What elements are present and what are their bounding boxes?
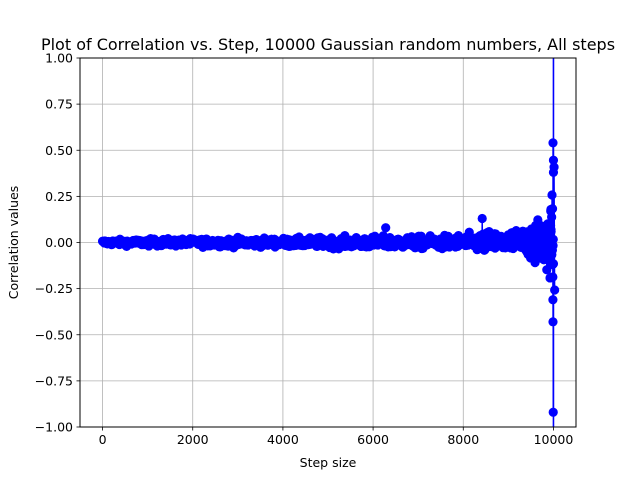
data-point bbox=[547, 204, 558, 214]
y-tick-label: 1.00 bbox=[45, 51, 73, 66]
data-series-clipped bbox=[97, 58, 560, 427]
y-tick-label: 0.25 bbox=[45, 189, 73, 204]
data-point bbox=[550, 285, 560, 295]
x-axis-label: Step size bbox=[300, 455, 357, 470]
y-tick-label: −1.00 bbox=[35, 420, 73, 435]
data-point bbox=[381, 223, 391, 233]
data-point bbox=[548, 138, 558, 148]
data-point bbox=[549, 162, 559, 172]
y-tick-label: 0.00 bbox=[45, 235, 73, 250]
x-tick-label: 4000 bbox=[267, 432, 299, 447]
axis-ticks: 0 2000 4000 6000 8000 10000 −1.00 −0.75 −0.50 −0.… bbox=[35, 51, 574, 448]
y-tick-label: −0.50 bbox=[35, 327, 73, 342]
data-point bbox=[547, 190, 557, 200]
data-point bbox=[548, 259, 559, 269]
chart-title: Plot of Correlation vs. Step, 10000 Gaus… bbox=[41, 35, 615, 54]
data-point bbox=[547, 212, 557, 222]
data-point bbox=[546, 226, 556, 237]
x-tick-label: 6000 bbox=[357, 432, 389, 447]
y-tick-label: 0.75 bbox=[45, 97, 73, 112]
x-tick-label: 2000 bbox=[177, 432, 209, 447]
y-tick-label: −0.75 bbox=[35, 373, 73, 388]
data-point bbox=[548, 234, 558, 244]
data-point bbox=[548, 317, 558, 327]
data-point bbox=[548, 272, 558, 282]
y-tick-label: −0.25 bbox=[35, 281, 73, 296]
data-point bbox=[548, 407, 558, 417]
x-tick-label: 10000 bbox=[534, 432, 574, 447]
x-tick-label: 0 bbox=[99, 432, 107, 447]
data-point bbox=[548, 295, 558, 305]
y-tick-label: 0.50 bbox=[45, 143, 73, 158]
x-tick-label: 8000 bbox=[447, 432, 479, 447]
y-axis-label: Correlation values bbox=[6, 186, 21, 300]
data-series bbox=[97, 58, 560, 427]
data-point bbox=[477, 213, 487, 224]
